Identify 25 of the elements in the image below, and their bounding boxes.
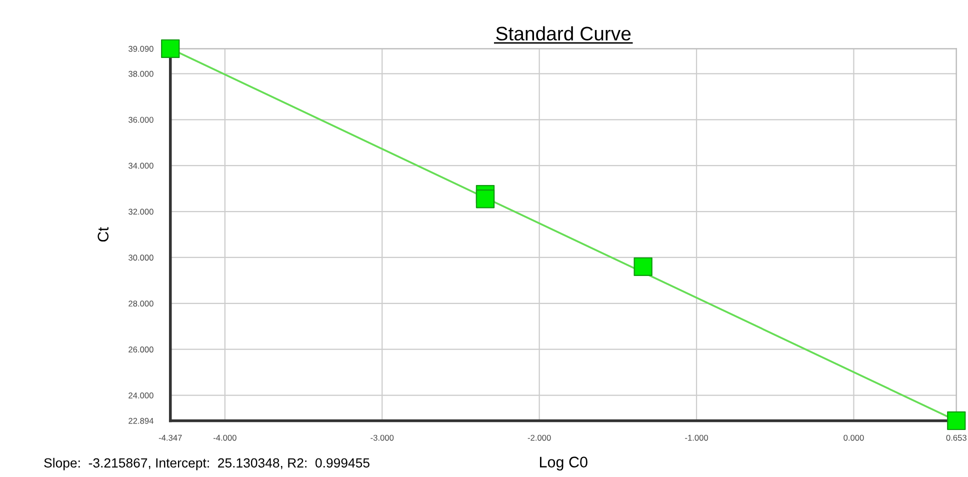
point [634, 257, 652, 276]
chart-title: Standard Curve [496, 26, 631, 41]
y-tick-label: 34.000 [128, 162, 154, 169]
point [476, 190, 495, 208]
x-tick-label: -3.000 [370, 434, 394, 441]
y-tick-label: 28.000 [128, 300, 154, 307]
x-tick-label: -4.347 [158, 434, 182, 441]
x-axis-title: Log C0 [540, 456, 588, 470]
x-tick-label: 0.000 [844, 434, 864, 441]
y-tick-label: 32.000 [128, 208, 154, 215]
x-tick-label: 0.653 [946, 434, 966, 441]
y-tick-label: 30.000 [128, 254, 154, 261]
y-tick-label: 39.090 [128, 46, 154, 52]
y-axis-title: Ct [98, 227, 109, 242]
y-tick-label: 38.000 [128, 70, 154, 77]
y-tick-label: 24.000 [128, 392, 154, 398]
point [947, 411, 966, 430]
y-tick-label: 22.894 [128, 418, 154, 424]
x-tick-label: -4.000 [213, 434, 236, 441]
x-tick-label: -2.000 [528, 434, 551, 441]
y-tick-label: 26.000 [128, 346, 154, 352]
point [161, 39, 180, 58]
x-tick-label: -1.000 [685, 434, 708, 441]
y-tick-label: 36.000 [128, 116, 154, 123]
text: Slope: -3.215867, Intercept: 25.130348, R2: 0.999455 [44, 458, 370, 470]
